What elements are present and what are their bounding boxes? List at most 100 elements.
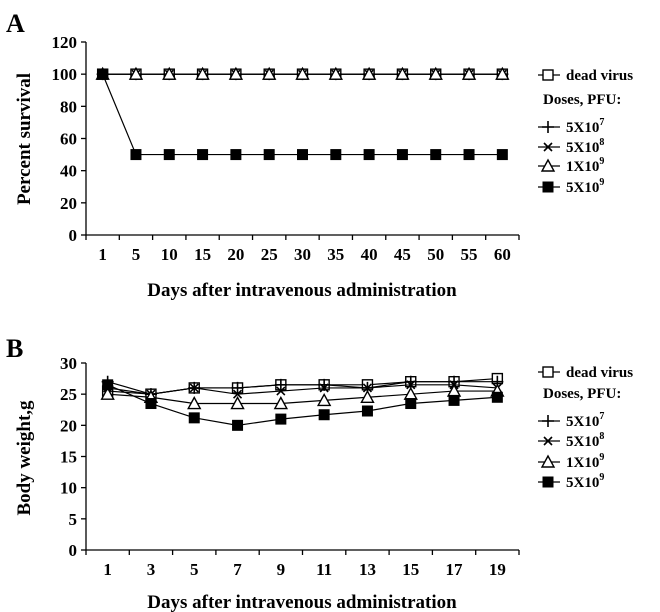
panel-a-legend-entry-dead-virus-marker-shape (542, 69, 554, 81)
panel-b-series-5x10-9-point-shape (145, 398, 157, 410)
panel-b-legend-entry-5x109-exponent: 9 (599, 472, 604, 483)
panel-b-legend-entry-1x109: 1X109 (538, 452, 604, 471)
panel-a-y-axis-title: Percent survival (14, 73, 35, 205)
panel-a-series-5x10-9-point-shape (396, 149, 408, 161)
panel-b-legend-entry-dead-virus-marker (542, 366, 554, 378)
panel-a-legend-entry-dead-virus-marker (542, 69, 554, 81)
panel-a-legend-entry-1x109: 1X109 (538, 156, 604, 175)
panel-b-series-1x10-9 (100, 383, 505, 410)
panel-a-series-1x10-9-point (461, 66, 477, 80)
panel-a-series-1x10-9 (95, 66, 510, 80)
panel-a-y-tick-label: 120 (52, 33, 78, 52)
panel-a-series-5x10-9-point (363, 149, 375, 161)
panel-b-series-5x10-9-point (491, 391, 503, 403)
panel-a-series-5x10-9-point (97, 68, 109, 80)
panel-a-x-tick-label: 5 (132, 245, 141, 264)
panel-b-series-5x10-8-point (189, 383, 199, 393)
panel-a-series-5x10-9-point-shape (297, 149, 308, 161)
panel-b-series-1x10-9-point (230, 396, 245, 410)
panel-a-x-tick-label: 10 (161, 245, 178, 264)
panel-a-series-1x10-9-point-shape (361, 66, 377, 80)
panel-b-legend-entry-5x107: 5X107 (538, 411, 604, 430)
panel-a-series-5x10-9-point-shape (197, 149, 209, 161)
panel-a-legend-entry-5x108: 5X108 (538, 137, 604, 156)
panel-a-y-tick-label: 100 (52, 65, 78, 84)
panel-b-x-tick-label: 3 (147, 560, 156, 579)
panel-a-series-5x10-9-point-shape (430, 149, 442, 161)
panel-b-series-5x10-9-point (448, 394, 460, 406)
panel-a-series-1x10-9-point (162, 66, 177, 80)
panel-a-series-1x10-9-point (495, 66, 510, 80)
panel-a-series-5x10-9-point-shape (363, 149, 375, 161)
panel-b-legend-header: Doses, PFU: (543, 386, 621, 402)
panel-b-series-5x10-9-point (188, 412, 200, 424)
panel-b-series-5x10-8-point (319, 383, 329, 393)
panel-a-series-1x10-9-point (361, 66, 377, 80)
panel-b-legend-entry-dead-virus-marker-shape (542, 366, 554, 378)
panel-b-legend-entry-5x108: 5X108 (538, 431, 604, 450)
panel-a-legend-entry-5x109: 5X109 (538, 177, 604, 196)
panel-a-series-1x10-9-point-shape (295, 66, 310, 80)
panel-a-series-1x10-9-point (228, 66, 244, 80)
panel-b-legend-entry-5x109: 5X109 (538, 472, 604, 491)
panel-b-letter: B (6, 334, 23, 363)
panel-a-x-tick-label: 1 (98, 245, 107, 264)
panel-a-series-1x10-9-point (195, 66, 210, 80)
panel-a-legend-entry-5x108-marker-shape (543, 142, 553, 152)
panel-a-series-1x10-9-point (295, 66, 310, 80)
panel-b-x-axis-title: Days after intravenous administration (147, 592, 457, 612)
panel-a-series-1x10-9-point-shape (262, 66, 277, 80)
panel-b-x-tick-label: 19 (489, 560, 506, 579)
panel-a-y-tick-label: 80 (60, 97, 77, 116)
panel-a-legend-entry-5x108-exponent: 8 (599, 137, 604, 148)
panel-a-legend-entry-dead-virus: dead virus (538, 68, 633, 84)
panel-a-series-1x10-9-point-shape (428, 66, 443, 80)
panel-b-series-5x10-8 (103, 380, 502, 399)
panel-a-series-5x10-9-point-shape (496, 149, 508, 161)
panel-a-series-5x10-9-line (102, 73, 503, 156)
panel-a-series-5x10-9-point-shape (130, 149, 142, 161)
panel-b-series-5x10-9-point (145, 398, 157, 410)
panel-a-series-5x10-9-point (163, 149, 175, 161)
panel-b-series-1x10-9-point (100, 386, 115, 400)
panel-a-legend-header: Doses, PFU: (543, 92, 621, 108)
panel-a-legend-entry-5x109-exponent: 9 (599, 177, 604, 188)
panel-a-x-tick-label: 20 (227, 245, 244, 264)
panel-b-series-5x10-7-point-shape (231, 381, 244, 394)
panel-b-series-5x10-9-point-shape (448, 394, 460, 406)
panel-a-series-5x10-9-point (263, 149, 275, 161)
panel-b-series-1x10-9-point (187, 396, 202, 410)
panel-b-series-1x10-9-point (360, 389, 375, 403)
panel-b-series-5x10-9-point-shape (361, 405, 373, 417)
panel-a-x-tick-label: 30 (294, 245, 311, 264)
panel-a-legend-entry-5x107-label: 5X107 (566, 117, 604, 136)
panel-a-y-tick-label: 60 (60, 130, 77, 149)
panel-b-x-tick-label: 11 (316, 560, 332, 579)
panel-a-series-1x10-9-point (428, 66, 443, 80)
panel-b-x-tick-label: 13 (359, 560, 376, 579)
panel-b-series-1x10-9-point (273, 396, 289, 410)
panel-b-series-5x10-8-point-shape (362, 383, 373, 393)
panel-a-series-5x10-9-point (396, 149, 408, 161)
panel-b-series-5x10-7-point-shape (274, 378, 287, 391)
panel-a-x-tick-label: 25 (261, 245, 278, 264)
panel-b-series-5x10-9-point-shape (188, 412, 200, 424)
panel-a-x-axis-title: Days after intravenous administration (147, 280, 457, 301)
panel-a-legend-entry-5x107-marker (542, 121, 554, 133)
panel-b-y-tick-label: 10 (60, 479, 77, 498)
panel-a-y-tick-label: 0 (69, 226, 78, 245)
panel-b-legend-entry-dead-virus: dead virus (538, 365, 633, 381)
panel-a-legend-entry-5x108-label: 5X108 (566, 137, 604, 156)
panel-a-y-tick-label: 40 (60, 162, 77, 181)
panel-b-series-5x10-9-point-shape (102, 379, 114, 391)
panel-b-legend-entry-5x109-label: 5X109 (566, 472, 604, 491)
panel-b-series-5x10-8-point-shape (189, 383, 199, 393)
panel-b-series-1x10-9-line (107, 390, 498, 405)
panel-a-series-5x10-9-point-shape (230, 149, 242, 161)
panel-b-legend-entry-5x108-label: 5X108 (566, 431, 604, 450)
panel-b-series-5x10-9-point (275, 413, 287, 425)
panel-b-x-tick-label: 1 (103, 560, 112, 579)
